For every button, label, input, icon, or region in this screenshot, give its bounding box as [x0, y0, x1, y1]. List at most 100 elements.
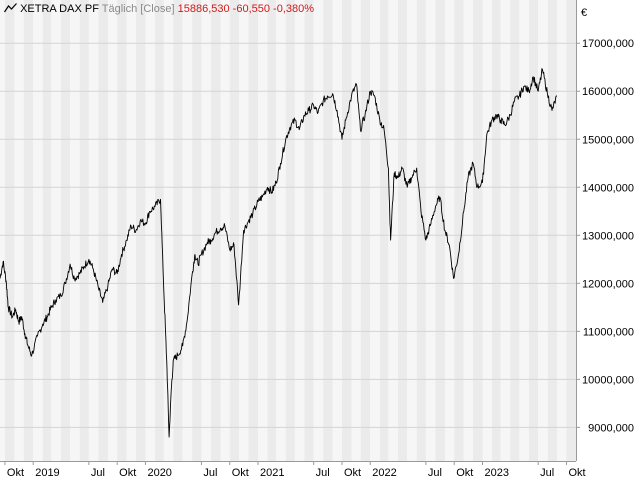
y-tick-label: 10000,000 [582, 374, 634, 386]
currency-label: € [581, 7, 587, 19]
month-band [397, 0, 408, 461]
month-band [107, 0, 118, 461]
x-axis-ticks: Okt 2019 Jul Okt 2020 Jul Okt 2021 Jul Okt 2022 Jul… [4, 461, 586, 479]
month-band [276, 0, 286, 461]
y-tick-label: 17000,000 [582, 38, 634, 50]
x-tick-label: Jul [91, 467, 105, 479]
x-tick-label: 2022 [372, 467, 396, 479]
y-axis-ticks: 9000,000 10000,000 11000,000 12000,000 13000… [576, 38, 634, 434]
month-band [351, 0, 361, 461]
month-band [388, 0, 398, 461]
month-band [33, 0, 43, 461]
month-band [313, 0, 324, 461]
y-tick-label: 11000,000 [583, 326, 634, 338]
x-tick-label: Okt [232, 467, 249, 479]
x-tick-label: Okt [456, 467, 473, 479]
x-tick-label: Okt [119, 467, 136, 479]
x-tick-label: Jul [540, 467, 554, 479]
month-band [192, 0, 202, 461]
month-band [435, 0, 445, 461]
month-band [566, 0, 576, 461]
month-band [500, 0, 511, 461]
x-tick-label: 2023 [485, 467, 509, 479]
y-tick-label: 15000,000 [582, 134, 634, 146]
month-band [201, 0, 211, 461]
month-band [210, 0, 221, 461]
month-band [70, 0, 80, 461]
month-band [482, 0, 493, 461]
price-change-percent: -0,380% [273, 3, 315, 15]
x-tick-label: 2019 [35, 467, 59, 479]
month-band [341, 0, 352, 461]
y-tick-label: 13000,000 [582, 230, 634, 242]
month-band [519, 0, 529, 461]
x-tick-label: Okt [7, 467, 24, 479]
month-band [135, 0, 146, 461]
month-band [416, 0, 426, 461]
month-bands [0, 0, 576, 461]
month-band [267, 0, 277, 461]
month-band [425, 0, 436, 461]
month-band [444, 0, 455, 461]
month-band [60, 0, 71, 461]
month-band [51, 0, 61, 461]
month-band [182, 0, 193, 461]
month-band [4, 0, 15, 461]
grid-lines [0, 42, 576, 428]
month-band [323, 0, 333, 461]
y-tick-label: 9000,000 [588, 422, 634, 434]
month-band [88, 0, 99, 461]
x-tick-label: Jul [316, 467, 330, 479]
x-tick-label: Okt [568, 467, 585, 479]
month-band [407, 0, 417, 461]
month-band [258, 0, 268, 461]
x-tick-label: Okt [344, 467, 361, 479]
month-band [0, 0, 5, 461]
month-band [126, 0, 136, 461]
dax-series-line [0, 68, 557, 438]
plot-frame [0, 0, 577, 462]
x-tick-label: Jul [203, 467, 217, 479]
month-band [463, 0, 473, 461]
chart-mode[interactable]: Täglich [Close] [101, 3, 175, 15]
last-price: 15886,530 [177, 3, 230, 15]
month-band [98, 0, 108, 461]
x-tick-label: Jul [428, 467, 442, 479]
month-band [472, 0, 483, 461]
x-tick-label: 2021 [260, 467, 284, 479]
month-band [285, 0, 295, 461]
month-band [304, 0, 314, 461]
month-band [229, 0, 240, 461]
month-band [547, 0, 558, 461]
month-band [379, 0, 389, 461]
month-band [557, 0, 567, 461]
month-band [14, 0, 24, 461]
month-band [492, 0, 501, 461]
y-tick-label: 16000,000 [582, 86, 634, 98]
x-tick-label: 2020 [147, 467, 171, 479]
price-change: -60,550 [232, 3, 270, 15]
month-band [173, 0, 183, 461]
chart-header: XETRA DAX PF Täglich [Close] 15886,530 -… [4, 3, 314, 15]
y-tick-label: 12000,000 [582, 278, 634, 290]
month-band [79, 0, 89, 461]
y-tick-label: 14000,000 [582, 182, 634, 194]
month-band [360, 0, 371, 461]
month-band [145, 0, 155, 461]
month-band [42, 0, 52, 461]
month-band [163, 0, 174, 461]
month-band [454, 0, 464, 461]
month-band [332, 0, 342, 461]
series-layer [0, 68, 557, 438]
month-band [117, 0, 127, 461]
month-band [248, 0, 259, 461]
month-band [294, 0, 305, 461]
month-band [154, 0, 164, 461]
symbol-name: XETRA DAX PF [20, 3, 99, 15]
month-band [220, 0, 230, 461]
month-band [538, 0, 548, 461]
month-band [23, 0, 34, 461]
line-chart-icon[interactable] [4, 3, 20, 15]
